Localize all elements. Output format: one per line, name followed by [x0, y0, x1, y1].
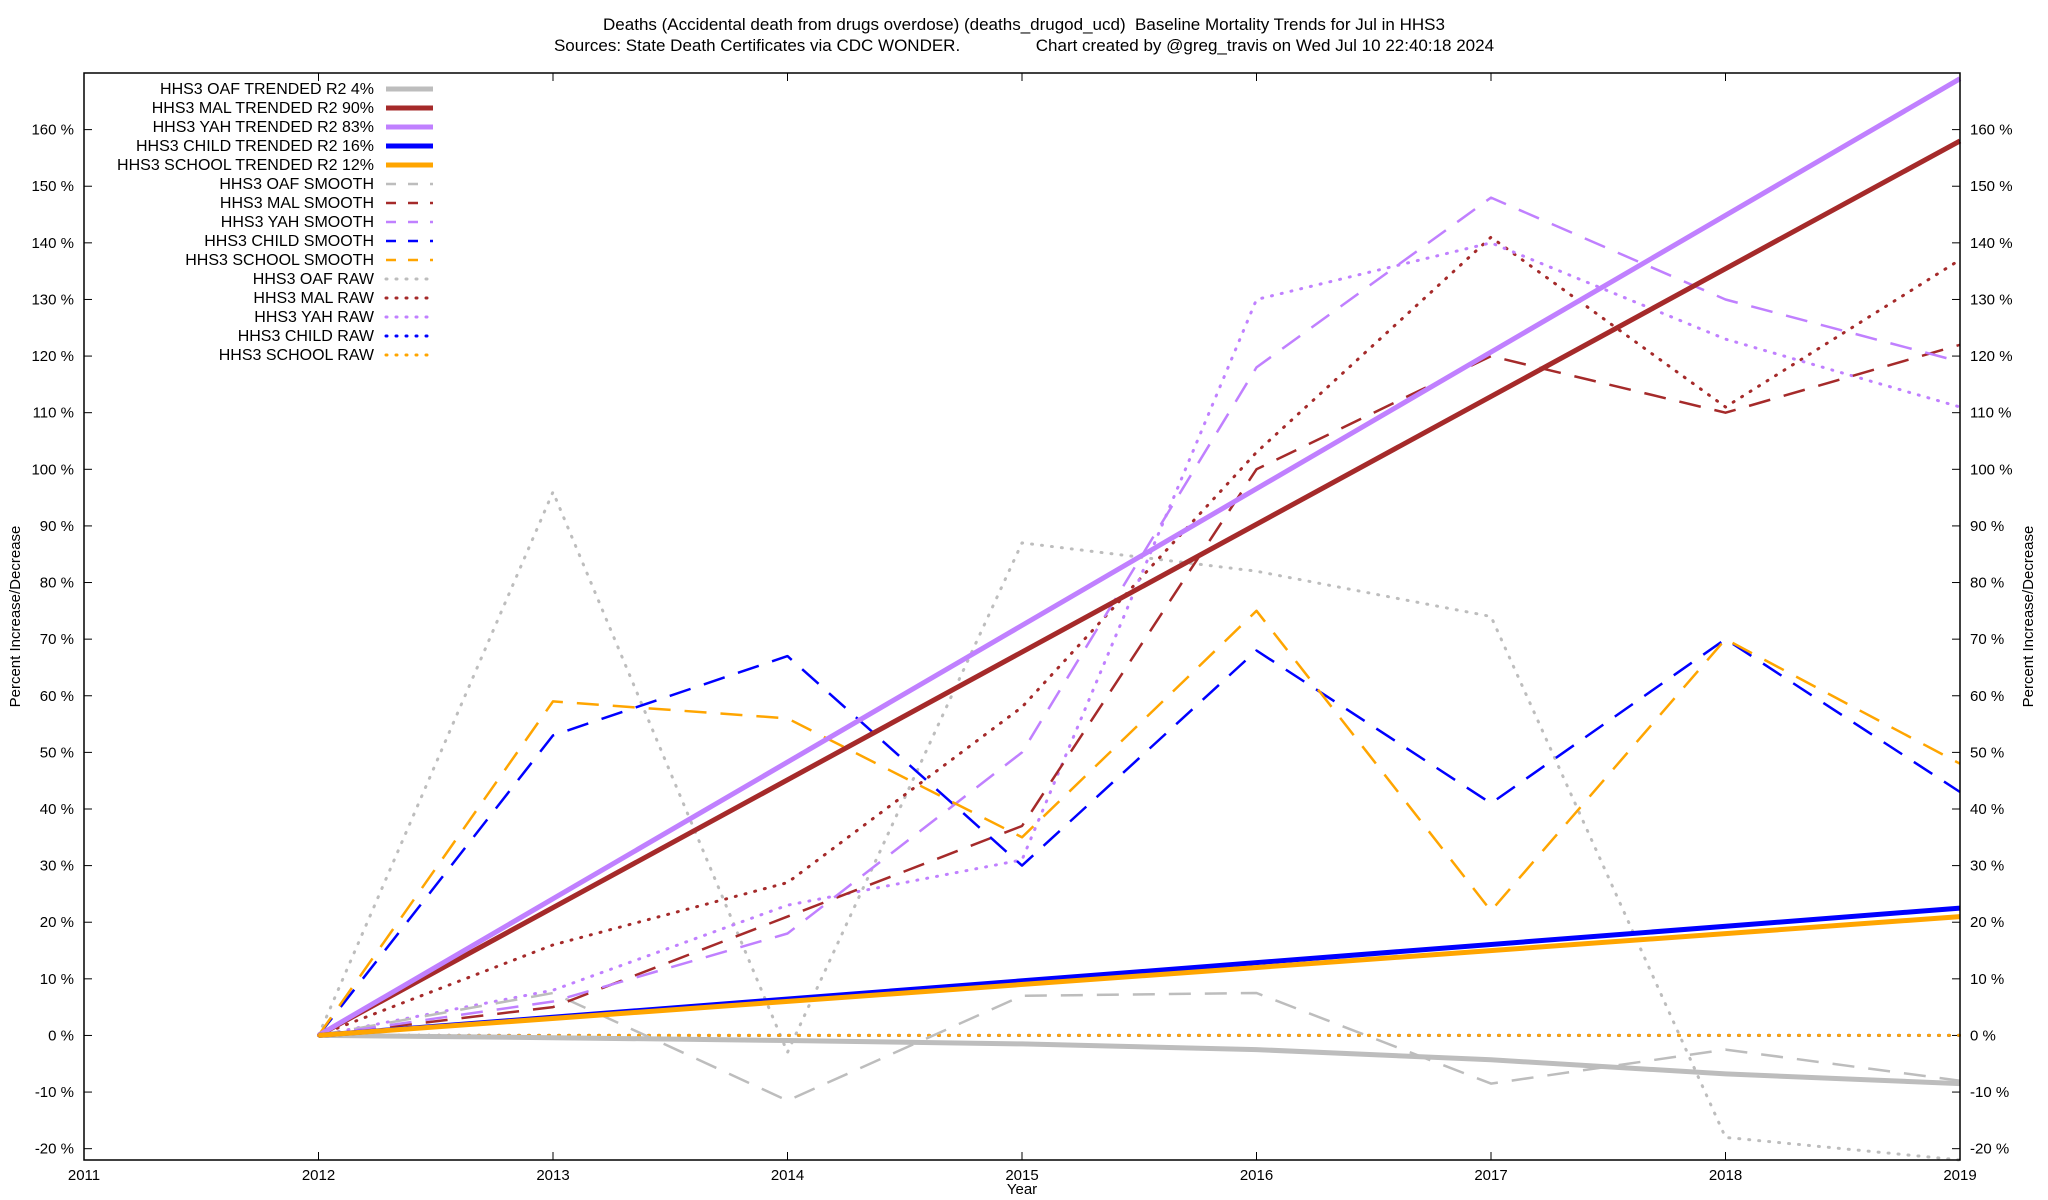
legend-label: HHS3 CHILD TRENDED R2 16%: [136, 138, 374, 155]
series-lines: [317, 76, 1962, 1162]
y-tick-label-left: 100 %: [31, 461, 74, 478]
series-line-hhs3-mal-raw: [317, 235, 1962, 1037]
series-line-hhs3-mal-trended-r2-90: [317, 138, 1962, 1038]
x-tick-label: 2013: [536, 1167, 569, 1184]
y-tick-label-left: 60 %: [40, 688, 74, 705]
series-line-hhs3-yah-trended-r2-83: [317, 76, 1962, 1038]
legend-label: HHS3 SCHOOL TRENDED R2 12%: [117, 157, 374, 174]
y-tick-label-right: 0 %: [1970, 1027, 1996, 1044]
y-tick-label-right: 110 %: [1970, 405, 2011, 422]
y-tick-label-left: 140 %: [31, 235, 74, 252]
legend-label: HHS3 SCHOOL SMOOTH: [185, 252, 374, 269]
x-tick-label: 2014: [771, 1167, 804, 1184]
y-tick-label-left: 120 %: [31, 348, 74, 365]
y-tick-label-left: 90 %: [40, 518, 74, 535]
legend-label: HHS3 CHILD RAW: [238, 328, 375, 345]
y-tick-label-left: 70 %: [40, 631, 74, 648]
y-tick-label-right: 140 %: [1970, 235, 2013, 252]
y-tick-label-left: 0 %: [48, 1027, 74, 1044]
y-tick-label-right: 70 %: [1970, 631, 2004, 648]
legend-label: HHS3 MAL RAW: [253, 290, 375, 307]
series-line-hhs3-oaf-smooth: [318, 991, 1961, 1102]
chart-subtitle: Sources: State Death Certificates via CD…: [553, 36, 1495, 55]
y-tick-label-right: 40 %: [1970, 801, 2004, 818]
y-tick-label-left: 40 %: [40, 801, 74, 818]
y-tick-label-right: 90 %: [1970, 518, 2004, 535]
legend-label: HHS3 YAH RAW: [254, 309, 375, 326]
y-tick-label-left: 150 %: [31, 178, 74, 195]
series-line-hhs3-mal-smooth: [318, 343, 1961, 1037]
y-tick-label-left: 160 %: [31, 122, 74, 139]
y-tick-label-right: 150 %: [1970, 178, 2013, 195]
legend-label: HHS3 OAF RAW: [253, 271, 375, 288]
x-tick-label: 2018: [1709, 1167, 1742, 1184]
y-tick-label-right: 50 %: [1970, 744, 2004, 761]
legend: HHS3 OAF TRENDED R2 4% HHS3 MAL TRENDED R…: [117, 81, 435, 364]
y-tick-label-right: -20 %: [1970, 1141, 2009, 1158]
y-tick-label-right: -10 %: [1970, 1084, 2009, 1101]
series-line-hhs3-oaf-raw: [317, 490, 1962, 1162]
y-tick-label-right: 80 %: [1970, 575, 2004, 592]
x-tick-label: 2011: [68, 1167, 100, 1184]
x-tick-label: 2015: [1005, 1167, 1038, 1184]
y-axis-title-right: Percent Increase/Decrease: [2020, 526, 2037, 708]
y-tick-label-right: 10 %: [1970, 971, 2004, 988]
legend-label: HHS3 CHILD SMOOTH: [204, 233, 374, 250]
chart-title: Deaths (Accidental death from drugs over…: [603, 15, 1445, 34]
series-line-hhs3-school-smooth: [317, 609, 1961, 1037]
plot-frame: [83, 72, 1961, 1161]
y-tick-label-right: 30 %: [1970, 858, 2004, 875]
y-tick-label-right: 130 %: [1970, 291, 2013, 308]
y-tick-label-left: 50 %: [40, 744, 74, 761]
y-tick-label-left: -10 %: [35, 1084, 74, 1101]
y-tick-label-left: 30 %: [40, 858, 74, 875]
legend-label: HHS3 MAL TRENDED R2 90%: [152, 100, 374, 117]
legend-label: HHS3 YAH TRENDED R2 83%: [153, 119, 374, 136]
x-axis-title: Year: [1007, 1181, 1037, 1198]
series-line-hhs3-child-smooth: [317, 637, 1961, 1037]
y-tick-label-right: 100 %: [1970, 461, 2013, 478]
y-tick-label-right: 160 %: [1970, 122, 2013, 139]
x-tick-label: 2012: [302, 1167, 335, 1184]
series-line-hhs3-yah-raw: [317, 241, 1962, 1037]
y-tick-label-right: 120 %: [1970, 348, 2013, 365]
y-tick-label-left: 80 %: [40, 575, 74, 592]
series-line-hhs3-yah-smooth: [318, 196, 1961, 1037]
series-line-hhs3-school-trended-r2-12: [318, 914, 1961, 1038]
y-tick-label-right: 60 %: [1970, 688, 2004, 705]
x-tick-label: 2017: [1474, 1167, 1507, 1184]
y-axis-title-left: Percent Increase/Decrease: [7, 526, 24, 708]
legend-label: HHS3 MAL SMOOTH: [220, 195, 374, 212]
x-tick-label: 2016: [1240, 1167, 1273, 1184]
y-tick-label-left: 110 %: [33, 405, 74, 422]
legend-label: HHS3 SCHOOL RAW: [219, 347, 375, 364]
y-tick-label-left: 130 %: [31, 291, 74, 308]
y-tick-label-left: -20 %: [35, 1141, 74, 1158]
series-line-hhs3-oaf-trended-r2-4: [318, 1032, 1961, 1087]
legend-label: HHS3 YAH SMOOTH: [221, 214, 374, 231]
legend-label: HHS3 OAF SMOOTH: [219, 176, 374, 193]
y-tick-label-right: 20 %: [1970, 914, 2004, 931]
legend-label: HHS3 OAF TRENDED R2 4%: [160, 81, 374, 98]
y-tick-label-left: 20 %: [40, 914, 74, 931]
x-tick-label: 2019: [1943, 1167, 1976, 1184]
axis-ticks: 2011 2012 2013 2014 2015 2016 2017 2018 2019 -20 …: [31, 73, 2013, 1184]
y-tick-label-left: 10 %: [40, 971, 74, 988]
